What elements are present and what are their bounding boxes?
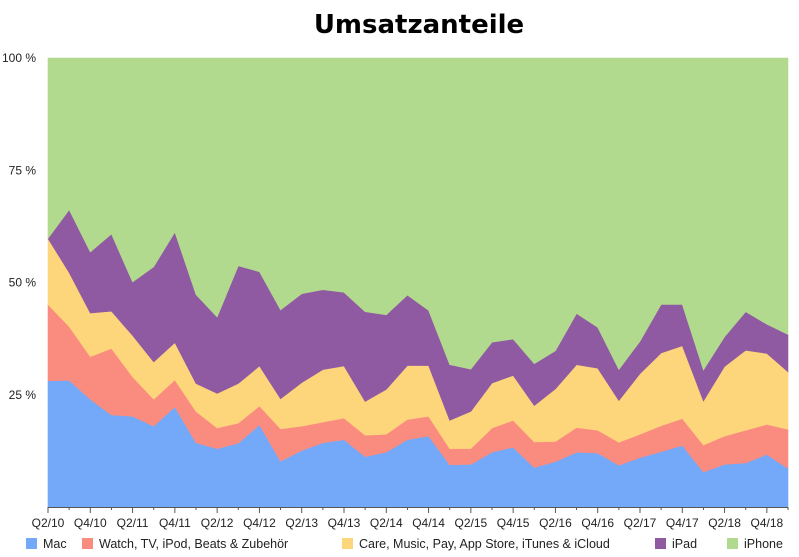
x-tick-label: Q4/11 xyxy=(159,516,191,530)
x-tick-label: Q4/12 xyxy=(243,516,276,530)
x-tick-label: Q4/17 xyxy=(666,516,699,530)
x-tick-label: Q4/13 xyxy=(328,516,361,530)
y-tick-label: 75 % xyxy=(9,163,37,177)
x-tick-label: Q2/16 xyxy=(539,516,572,530)
x-tick-label: Q2/11 xyxy=(117,516,149,530)
legend-swatch-0 xyxy=(26,538,37,549)
legend-label-1: Watch, TV, iPod, Beats & Zubehör xyxy=(99,537,288,551)
stacked-areas xyxy=(47,57,789,508)
x-tick-label: Q4/15 xyxy=(497,516,530,530)
x-tick-label: Q2/10 xyxy=(32,516,65,530)
area-series-4 xyxy=(47,57,789,371)
legend-swatch-1 xyxy=(82,538,93,549)
axes: 25 % 50 % 75 % 100 % Q2/10 Q4/10 Q2/11 Q4/11 Q2/… xyxy=(2,51,789,530)
x-tick-label: Q2/12 xyxy=(201,516,234,530)
x-tick-label: Q4/10 xyxy=(74,516,107,530)
x-tick-label: Q2/17 xyxy=(624,516,657,530)
legend-label-2: Care, Music, Pay, App Store, iTunes & iC… xyxy=(359,537,610,551)
x-tick-label: Q4/16 xyxy=(581,516,614,530)
legend-swatch-3 xyxy=(655,538,666,549)
legend-label-3: iPad xyxy=(672,537,697,551)
legend-swatch-4 xyxy=(727,538,738,549)
x-tick-label: Q2/15 xyxy=(455,516,488,530)
y-tick-label: 50 % xyxy=(9,276,37,290)
x-tick-label: Q2/18 xyxy=(708,516,741,530)
x-tick-label: Q4/18 xyxy=(751,516,784,530)
legend-label-4: iPhone xyxy=(744,537,783,551)
legend-swatch-2 xyxy=(342,538,353,549)
x-tick-label: Q2/14 xyxy=(370,516,403,530)
legend-label-0: Mac xyxy=(43,537,67,551)
legend: Mac Watch, TV, iPod, Beats & Zubehör Care,… xyxy=(26,537,783,551)
y-tick-label: 25 % xyxy=(9,388,37,402)
x-tick-label: Q4/14 xyxy=(412,516,445,530)
y-tick-label: 100 % xyxy=(2,51,36,65)
chart-title: Umsatzanteile xyxy=(314,10,524,40)
x-tick-label: Q2/13 xyxy=(285,516,318,530)
